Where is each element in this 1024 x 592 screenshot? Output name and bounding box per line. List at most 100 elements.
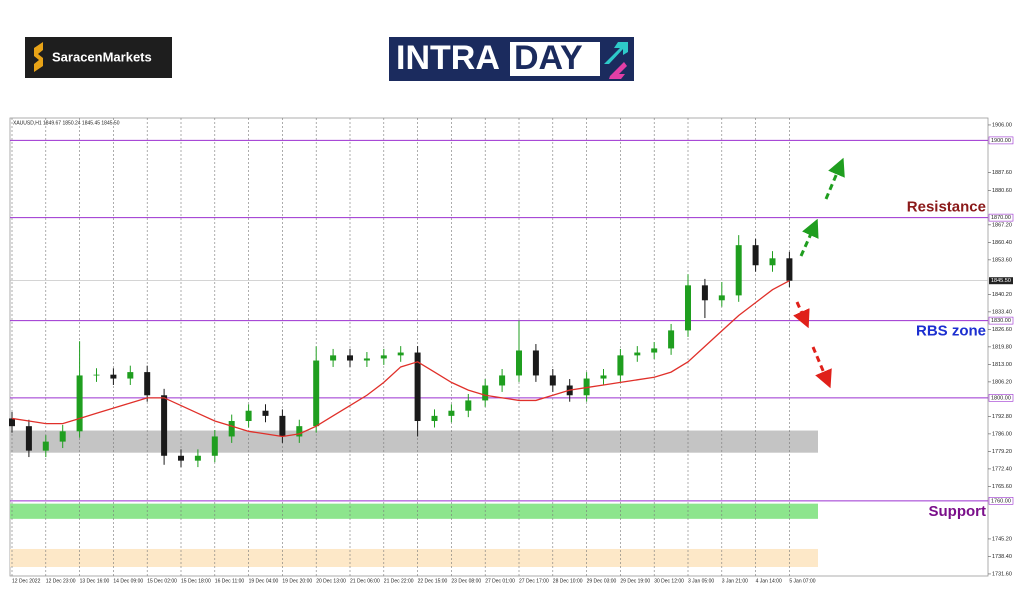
candle-body — [25, 426, 32, 451]
candle-body — [549, 375, 556, 386]
x-tick-label: 12 Dec 23:00 — [46, 578, 76, 584]
y-tick-label: 1745.20 — [992, 536, 1012, 542]
y-tick-label: 1786.00 — [992, 431, 1012, 437]
level-label-box — [988, 394, 1014, 402]
annotation: Resistance — [907, 199, 986, 216]
zone — [10, 503, 818, 519]
candle-body — [76, 375, 83, 432]
arrow-up — [799, 218, 819, 257]
candle-body — [600, 375, 607, 379]
y-tick-label: 1853.60 — [992, 257, 1012, 263]
x-tick-label: 21 Dec 06:00 — [350, 578, 380, 584]
x-tick-label: 14 Dec 09:00 — [113, 578, 143, 584]
level-label-box — [988, 136, 1014, 145]
projection-arrows — [793, 157, 845, 389]
arrow-down — [793, 301, 810, 329]
candle-body — [752, 245, 759, 266]
y-tick-label: 1731.60 — [992, 571, 1012, 577]
y-tick-label: 1765.60 — [992, 484, 1012, 490]
level-label: 1900.00 — [991, 138, 1011, 144]
x-tick-label: 19 Dec 20:00 — [282, 578, 312, 584]
plot: 12 Dec 2022 12 Dec 23:00 13 Dec 16:00 14 De… — [9, 118, 1014, 584]
x-tick-label: 19 Dec 04:00 — [249, 578, 279, 584]
candle-body — [127, 372, 134, 379]
candle-body — [431, 415, 438, 422]
candle-body — [363, 358, 370, 361]
y-tick-label: 1867.20 — [992, 222, 1012, 228]
candle-body — [178, 455, 184, 461]
candle-body — [279, 415, 286, 437]
candle-body — [668, 330, 675, 349]
candle-body — [651, 348, 658, 353]
annotation: Support — [929, 503, 987, 520]
y-tick-label: 1806.20 — [992, 379, 1012, 385]
candle-body — [397, 352, 404, 356]
candle-body — [194, 455, 201, 461]
x-tick-label: 5 Jan 07:00 — [789, 578, 815, 584]
brand-name: SaracenMarkets — [52, 49, 152, 64]
y-tick-label: 1772.40 — [992, 466, 1012, 472]
candle-body — [262, 410, 269, 416]
candle-body — [144, 372, 151, 396]
x-tick-label: 29 Dec 19:00 — [620, 578, 650, 584]
moving-average — [11, 280, 790, 438]
logo-box-inner — [510, 42, 600, 76]
candle-body — [347, 355, 353, 361]
level-label-box — [988, 316, 1014, 325]
chart-frame — [9, 117, 989, 577]
y-tick-label: 1906.00 — [992, 122, 1012, 128]
candle-body — [786, 258, 793, 281]
brand-logo: SaracenMarkets — [25, 37, 172, 78]
candle-body — [414, 352, 421, 422]
logo-arrow — [604, 42, 628, 64]
chart-title: XAUUSD,H1 1849.67 1850.24 1845.45 1845.5… — [13, 120, 120, 126]
last-price-label: 1845.50 — [991, 278, 1011, 284]
y-tick-label: 1833.40 — [992, 309, 1012, 315]
x-tick-label: 21 Dec 22:00 — [384, 578, 414, 584]
candle-body — [161, 395, 168, 456]
candle-body — [296, 426, 303, 437]
arrow-up — [824, 157, 845, 200]
candle-body — [448, 410, 455, 416]
logo-box — [25, 37, 172, 78]
y-tick-label: 1779.20 — [992, 449, 1012, 455]
candle-body — [482, 385, 489, 401]
candle-body — [330, 355, 337, 361]
candle-body — [59, 431, 66, 442]
annotation: RBS zone — [916, 323, 986, 340]
candle-body — [685, 285, 691, 331]
x-tick-label: 20 Dec 13:00 — [316, 578, 346, 584]
x-tick-label: 16 Dec 11:00 — [215, 578, 245, 584]
x-tick-label: 27 Dec 17:00 — [519, 578, 549, 584]
y-tick-label: 1887.60 — [992, 170, 1012, 176]
x-tick-label: 22 Dec 15:00 — [418, 578, 448, 584]
candle-body — [211, 436, 218, 456]
x-tick-label: 3 Jan 05:00 — [688, 578, 714, 584]
candle-body — [9, 418, 15, 427]
candle-body — [499, 375, 506, 386]
x-tick-label: 28 Dec 10:00 — [553, 578, 583, 584]
candle-body — [617, 355, 624, 376]
zone — [10, 548, 818, 567]
candle-body — [245, 410, 252, 422]
level-label-box — [988, 497, 1014, 505]
x-tick-label: 12 Dec 2022 — [12, 578, 41, 584]
x-tick-label: 13 Dec 16:00 — [80, 578, 110, 584]
x-tick-label: 15 Dec 02:00 — [147, 578, 177, 584]
arrow-down — [811, 346, 832, 389]
x-tick-label: 29 Dec 03:00 — [587, 578, 617, 584]
candle-body — [516, 350, 522, 376]
candle-body — [718, 295, 725, 301]
level-label: 1800.00 — [991, 395, 1011, 401]
logo-arrow — [609, 62, 627, 79]
candle-body — [110, 374, 117, 379]
level-label: 1830.00 — [991, 318, 1011, 324]
x-tick-label: 15 Dec 18:00 — [181, 578, 211, 584]
zone — [10, 430, 818, 453]
candle-body — [465, 400, 472, 411]
logo-text: DAY — [514, 39, 583, 77]
x-tick-label: 23 Dec 08:00 — [451, 578, 481, 584]
y-tick-label: 1792.80 — [992, 414, 1012, 420]
level-label: 1760.00 — [991, 498, 1011, 504]
